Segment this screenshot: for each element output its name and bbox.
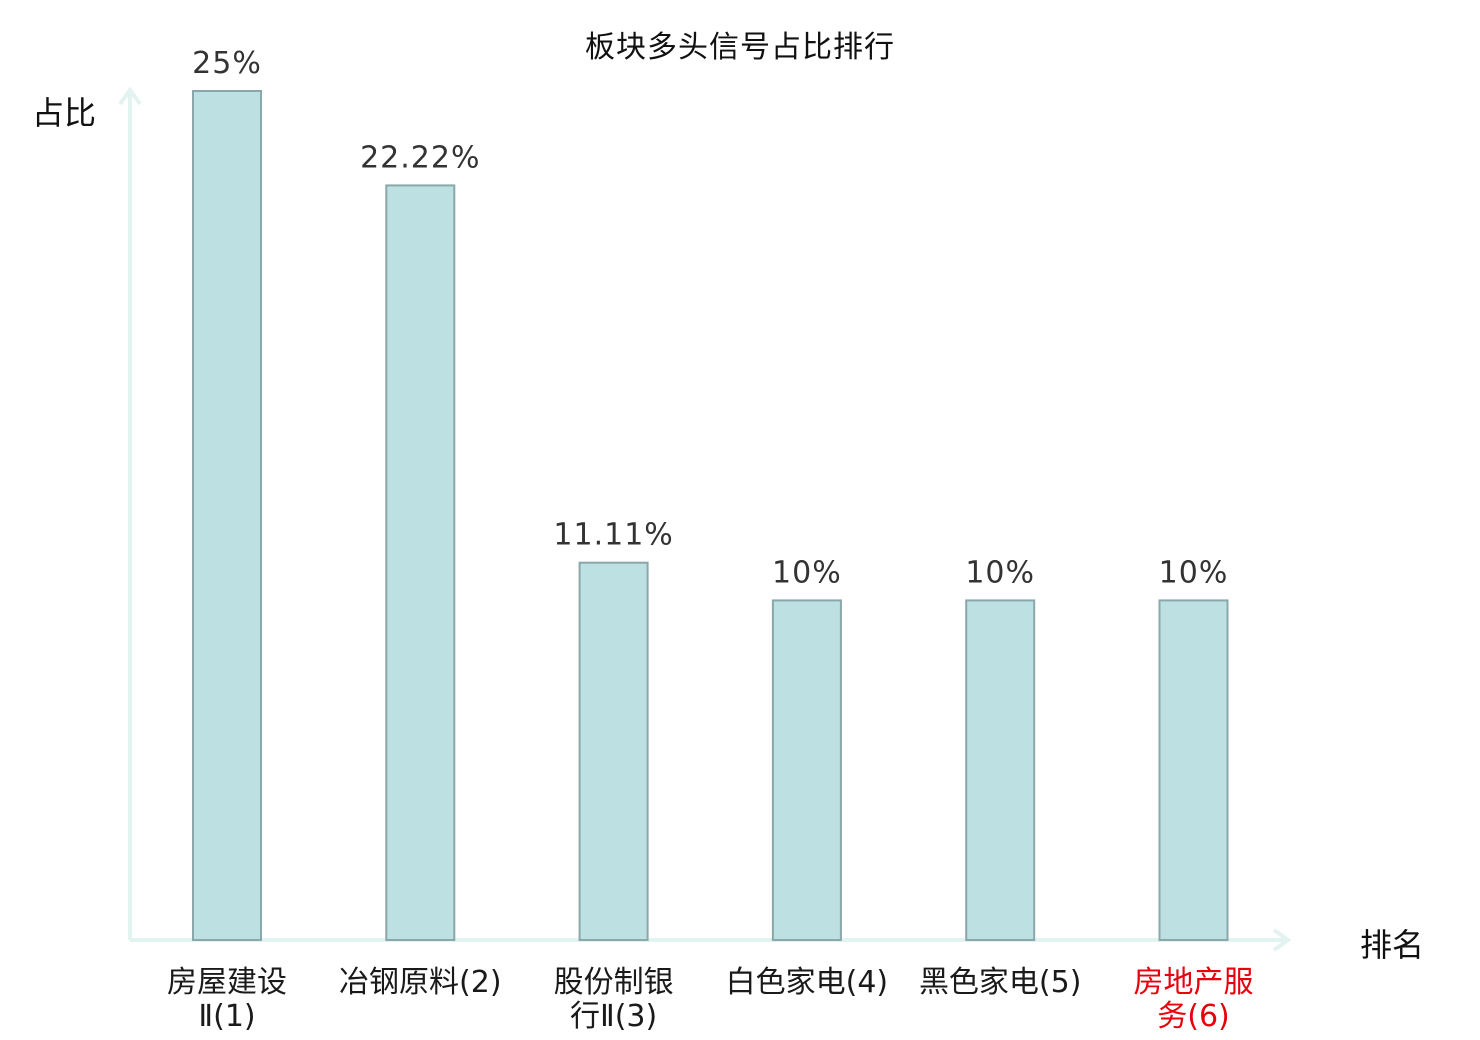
bars [192, 90, 1229, 942]
x-tick-label: 股份制银 行Ⅱ(3) [519, 966, 709, 1034]
x-axis-label: 排名 [1360, 926, 1425, 964]
x-tick-label-line: 房地产服 [1133, 965, 1254, 1000]
value-labels: 25% 22.22% 11.11% 10% 10% 10% [192, 46, 1229, 590]
x-tick-label-line: 黑色家电(5) [918, 965, 1082, 1000]
bar [192, 90, 262, 941]
y-axis-label: 占比 [32, 94, 97, 132]
data-label: 10% [965, 555, 1035, 590]
chart-title: 板块多头信号占比排行 [585, 30, 895, 65]
x-tick-label: 房屋建设 Ⅱ(1) [132, 966, 322, 1034]
x-tick-label: 白色家电(4) [712, 966, 902, 1000]
bar [965, 599, 1036, 942]
x-tick-label-line: 行Ⅱ(3) [569, 999, 658, 1034]
x-tick-label: 黑色家电(5) [905, 966, 1095, 1000]
x-tick-label-line: Ⅱ(1) [198, 999, 256, 1034]
data-label: 22.22% [360, 140, 480, 175]
bar [385, 184, 456, 941]
bar [771, 599, 842, 942]
bar [578, 561, 649, 941]
axes [118, 86, 1292, 952]
x-tick-label: 房地产服 务(6) [1099, 966, 1289, 1034]
bar [1158, 599, 1229, 942]
x-tick-label: 冶钢原料(2) [325, 966, 515, 1000]
x-axis-arrow [1272, 928, 1292, 952]
x-tick-label-line: 房屋建设 [167, 965, 287, 1000]
data-label: 25% [192, 46, 262, 81]
y-axis-arrow [118, 86, 142, 106]
data-label: 11.11% [553, 518, 673, 553]
x-tick-label-line: 务(6) [1157, 999, 1230, 1034]
x-tick-label-line: 股份制银 [553, 965, 674, 1000]
data-label: 10% [772, 555, 842, 590]
x-tick-label-line: 冶钢原料(2) [339, 965, 502, 1000]
data-label: 10% [1159, 555, 1229, 590]
x-tick-label-line: 白色家电(4) [725, 965, 889, 1000]
